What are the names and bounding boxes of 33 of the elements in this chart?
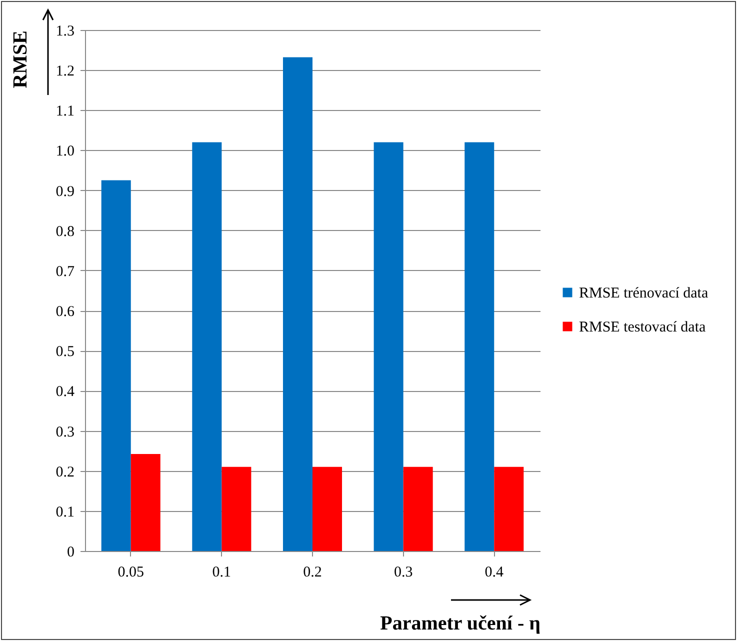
y-axis-title: RMSE bbox=[10, 30, 32, 88]
x-tick-label: 0.4 bbox=[484, 564, 504, 580]
y-tick-label: 0.4 bbox=[56, 384, 75, 400]
y-tick-label: 0.1 bbox=[56, 504, 74, 520]
y-tick-label: 0.8 bbox=[56, 224, 74, 240]
bar bbox=[494, 466, 524, 551]
bar bbox=[282, 57, 312, 551]
x-tick-label: 0.2 bbox=[303, 564, 322, 580]
bar bbox=[374, 142, 404, 551]
y-tick-label: 1.3 bbox=[56, 24, 74, 40]
y-tick-label: 0.6 bbox=[56, 304, 75, 320]
y-tick-label: 1.0 bbox=[56, 144, 74, 160]
y-tick-label: 0.5 bbox=[56, 344, 74, 360]
y-tick-label: 0 bbox=[67, 544, 74, 560]
x-tick-label: 0.3 bbox=[394, 564, 413, 580]
bar bbox=[464, 142, 494, 551]
y-tick-label: 0.3 bbox=[56, 424, 74, 440]
y-tick-label: 0.7 bbox=[56, 264, 75, 280]
bar bbox=[312, 466, 342, 551]
y-tick-label: 0.2 bbox=[56, 464, 74, 480]
legend-label: RMSE trénovací data bbox=[579, 286, 708, 302]
y-tick-label: 0.9 bbox=[56, 184, 74, 200]
bar bbox=[222, 466, 252, 551]
x-axis-title: Parametr učení - η bbox=[380, 612, 540, 634]
x-tick-label: 0.1 bbox=[212, 564, 232, 580]
x-tick-label: 0.05 bbox=[118, 564, 144, 580]
y-tick-label: 1.1 bbox=[56, 104, 74, 120]
bar bbox=[192, 142, 222, 551]
y-tick-label: 1.2 bbox=[56, 64, 74, 80]
bar bbox=[130, 454, 160, 551]
bar bbox=[403, 466, 433, 551]
bar bbox=[101, 180, 131, 551]
legend-label: RMSE testovací data bbox=[579, 320, 706, 336]
